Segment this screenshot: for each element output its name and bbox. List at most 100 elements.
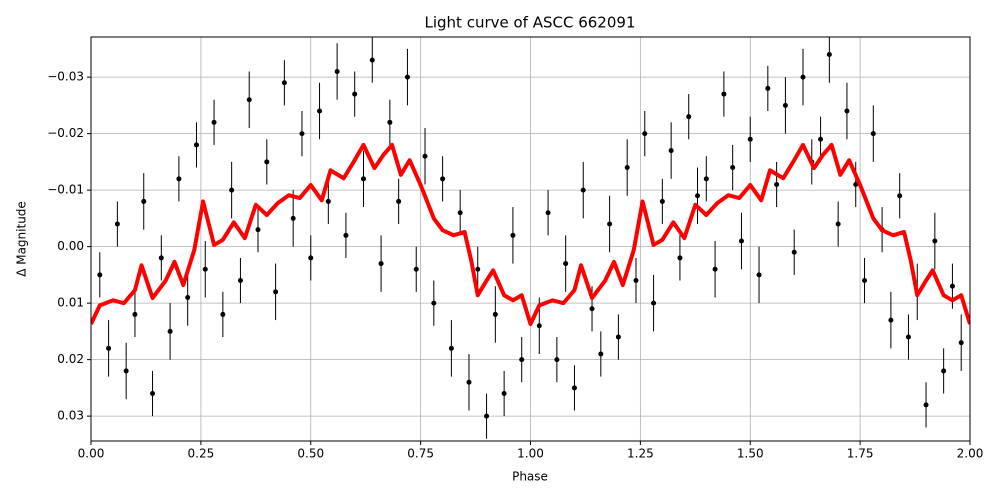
data-point <box>853 181 859 187</box>
data-point <box>730 165 736 171</box>
data-point <box>448 345 454 351</box>
plot-area <box>91 37 970 439</box>
data-point <box>738 238 744 244</box>
x-tick-label: 1.25 <box>627 447 654 461</box>
data-point <box>167 328 173 334</box>
data-point <box>897 193 903 199</box>
data-point <box>114 221 120 227</box>
data-point <box>615 334 621 340</box>
data-point <box>501 391 507 397</box>
data-point <box>422 153 428 159</box>
data-point <box>949 283 955 289</box>
data-point <box>624 165 630 171</box>
data-point <box>457 210 463 216</box>
x-tick-label: 1.75 <box>847 447 874 461</box>
x-tick-label: 2.00 <box>957 447 984 461</box>
data-point <box>97 272 103 278</box>
x-tick-label: 1.50 <box>737 447 764 461</box>
x-tick-label: 0.25 <box>188 447 215 461</box>
data-point <box>141 198 147 204</box>
data-point <box>299 131 305 137</box>
data-point <box>659 198 665 204</box>
data-point <box>360 176 366 182</box>
x-axis-label: Phase <box>512 470 548 484</box>
data-point <box>703 176 709 182</box>
data-point <box>835 221 841 227</box>
data-point <box>132 311 138 317</box>
data-point <box>308 255 314 261</box>
data-point <box>844 108 850 114</box>
data-point <box>712 266 718 272</box>
data-point <box>352 91 358 97</box>
data-point <box>369 57 375 63</box>
data-point <box>651 300 657 306</box>
data-point <box>642 131 648 137</box>
y-axis-label: Δ Magnitude <box>15 201 29 277</box>
data-point <box>923 402 929 408</box>
x-tick-label: 0.75 <box>407 447 434 461</box>
data-point <box>519 357 525 363</box>
data-point <box>826 52 832 58</box>
data-point <box>888 317 894 323</box>
data-point <box>800 74 806 80</box>
data-point <box>237 278 243 284</box>
data-point <box>255 227 261 233</box>
data-point <box>941 368 947 374</box>
data-point <box>774 181 780 187</box>
data-point <box>589 306 595 312</box>
data-point <box>185 294 191 300</box>
data-point <box>158 255 164 261</box>
y-tick-label: 0.02 <box>57 352 84 366</box>
data-point <box>545 210 551 216</box>
data-point <box>958 340 964 346</box>
data-point <box>202 266 208 272</box>
data-point <box>150 391 156 397</box>
data-point <box>492 311 498 317</box>
data-point <box>264 159 270 165</box>
model-curve <box>91 142 970 327</box>
data-point <box>176 176 182 182</box>
y-tick-label: 0.00 <box>57 239 84 253</box>
data-point <box>431 300 437 306</box>
data-point <box>765 85 771 91</box>
data-point <box>484 413 490 419</box>
data-point <box>791 249 797 255</box>
data-point <box>281 80 287 86</box>
x-tick-label: 1.00 <box>517 447 544 461</box>
y-tick-label: 0.01 <box>57 296 84 310</box>
data-point <box>317 108 323 114</box>
data-point <box>554 357 560 363</box>
data-point <box>782 102 788 108</box>
data-point <box>106 345 112 351</box>
y-tick-label: 0.03 <box>57 409 84 423</box>
data-point <box>325 198 331 204</box>
data-point <box>193 142 199 148</box>
data-point <box>721 91 727 97</box>
data-point <box>475 266 481 272</box>
data-point <box>334 68 340 74</box>
chart-title: Light curve of ASCC 662091 <box>425 14 636 32</box>
grid <box>90 37 971 441</box>
data-point <box>440 176 446 182</box>
data-point <box>123 368 129 374</box>
data-point <box>932 238 938 244</box>
data-point <box>862 278 868 284</box>
data-point <box>466 379 472 385</box>
data-point <box>413 266 419 272</box>
y-tick-label: −0.01 <box>47 183 84 197</box>
data-point <box>905 334 911 340</box>
data-point <box>818 136 824 142</box>
data-point <box>607 221 613 227</box>
data-point <box>571 385 577 391</box>
data-point <box>510 232 516 238</box>
data-point <box>343 232 349 238</box>
data-point <box>378 261 384 267</box>
data-point <box>273 289 279 295</box>
data-point <box>747 136 753 142</box>
data-point <box>695 193 701 199</box>
x-tick-label: 0.00 <box>78 447 105 461</box>
data-point <box>404 74 410 80</box>
data-point <box>598 351 604 357</box>
ticks: 0.00 0.25 0.50 0.75 1.00 1.25 1.50 1.75 2.00 −0.0… <box>47 70 983 461</box>
